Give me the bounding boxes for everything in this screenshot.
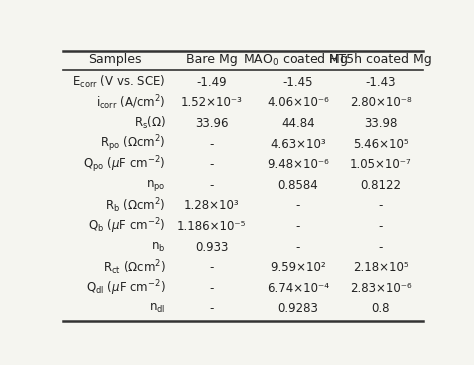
Text: -: -: [296, 220, 300, 233]
Text: 2.80×10⁻⁸: 2.80×10⁻⁸: [350, 96, 411, 109]
Text: $\mathregular{R_{ct}}$ ($\Omega$cm$\mathregular{^2}$): $\mathregular{R_{ct}}$ ($\Omega$cm$\math…: [103, 258, 166, 277]
Text: MAO$\mathregular{_0}$ coated Mg: MAO$\mathregular{_0}$ coated Mg: [244, 51, 349, 68]
Text: 1.28×10³: 1.28×10³: [184, 199, 239, 212]
Text: 0.8: 0.8: [372, 303, 390, 315]
Text: 5.46×10⁵: 5.46×10⁵: [353, 138, 409, 150]
Text: 1.05×10⁻⁷: 1.05×10⁻⁷: [350, 158, 411, 171]
Text: -: -: [210, 179, 214, 192]
Text: -: -: [379, 241, 383, 254]
Text: $\mathregular{Q_{po}}$ ($\mu$F cm$\mathregular{^{-2}}$): $\mathregular{Q_{po}}$ ($\mu$F cm$\mathr…: [83, 154, 166, 175]
Text: 0.8122: 0.8122: [360, 179, 401, 192]
Text: $\mathregular{n_{dl}}$: $\mathregular{n_{dl}}$: [149, 302, 166, 315]
Text: 9.48×10⁻⁶: 9.48×10⁻⁶: [267, 158, 329, 171]
Text: -: -: [379, 199, 383, 212]
Text: 1.52×10⁻³: 1.52×10⁻³: [181, 96, 243, 109]
Text: 9.59×10²: 9.59×10²: [270, 261, 326, 274]
Text: Samples: Samples: [89, 53, 142, 66]
Text: $\mathregular{R_s}$($\Omega$): $\mathregular{R_s}$($\Omega$): [134, 115, 166, 131]
Text: $\mathregular{Q_{dl}}$ ($\mu$F cm$\mathregular{^{-2}}$): $\mathregular{Q_{dl}}$ ($\mu$F cm$\mathr…: [86, 278, 166, 298]
Text: -: -: [210, 261, 214, 274]
Text: $\mathregular{R_b}$ ($\Omega$cm$\mathregular{^2}$): $\mathregular{R_b}$ ($\Omega$cm$\mathreg…: [105, 196, 166, 215]
Text: 33.96: 33.96: [195, 117, 228, 130]
Text: -1.49: -1.49: [196, 76, 227, 89]
Text: -1.45: -1.45: [283, 76, 313, 89]
Text: $\mathregular{n_{po}}$: $\mathregular{n_{po}}$: [146, 178, 166, 193]
Text: $\mathregular{R_{po}}$ ($\Omega$cm$\mathregular{^2}$): $\mathregular{R_{po}}$ ($\Omega$cm$\math…: [100, 134, 166, 154]
Text: $\mathregular{Q_b}$ ($\mu$F cm$\mathregular{^{-2}}$): $\mathregular{Q_b}$ ($\mu$F cm$\mathregu…: [89, 217, 166, 236]
Text: 4.06×10⁻⁶: 4.06×10⁻⁶: [267, 96, 329, 109]
Text: 33.98: 33.98: [364, 117, 397, 130]
Text: 2.83×10⁻⁶: 2.83×10⁻⁶: [350, 282, 411, 295]
Text: -: -: [210, 303, 214, 315]
Text: -: -: [296, 199, 300, 212]
Text: -: -: [210, 282, 214, 295]
Text: Bare Mg: Bare Mg: [186, 53, 237, 66]
Text: 0.933: 0.933: [195, 241, 228, 254]
Text: -1.43: -1.43: [365, 76, 396, 89]
Text: $\mathregular{i_{corr}}$ (A/cm$\mathregular{^2}$): $\mathregular{i_{corr}}$ (A/cm$\mathregu…: [96, 93, 166, 112]
Text: 4.63×10³: 4.63×10³: [270, 138, 326, 150]
Text: 0.8584: 0.8584: [278, 179, 319, 192]
Text: 2.18×10⁵: 2.18×10⁵: [353, 261, 409, 274]
Text: $\mathregular{E_{corr}}$ (V vs. SCE): $\mathregular{E_{corr}}$ (V vs. SCE): [72, 74, 166, 90]
Text: 1.186×10⁻⁵: 1.186×10⁻⁵: [177, 220, 246, 233]
Text: -: -: [210, 138, 214, 150]
Text: -: -: [210, 158, 214, 171]
Text: 44.84: 44.84: [281, 117, 315, 130]
Text: 0.9283: 0.9283: [278, 303, 319, 315]
Text: -: -: [379, 220, 383, 233]
Text: 6.74×10⁻⁴: 6.74×10⁻⁴: [267, 282, 329, 295]
Text: $\mathregular{n_b}$: $\mathregular{n_b}$: [151, 241, 166, 254]
Text: -: -: [296, 241, 300, 254]
Text: HT5h coated Mg: HT5h coated Mg: [329, 53, 432, 66]
